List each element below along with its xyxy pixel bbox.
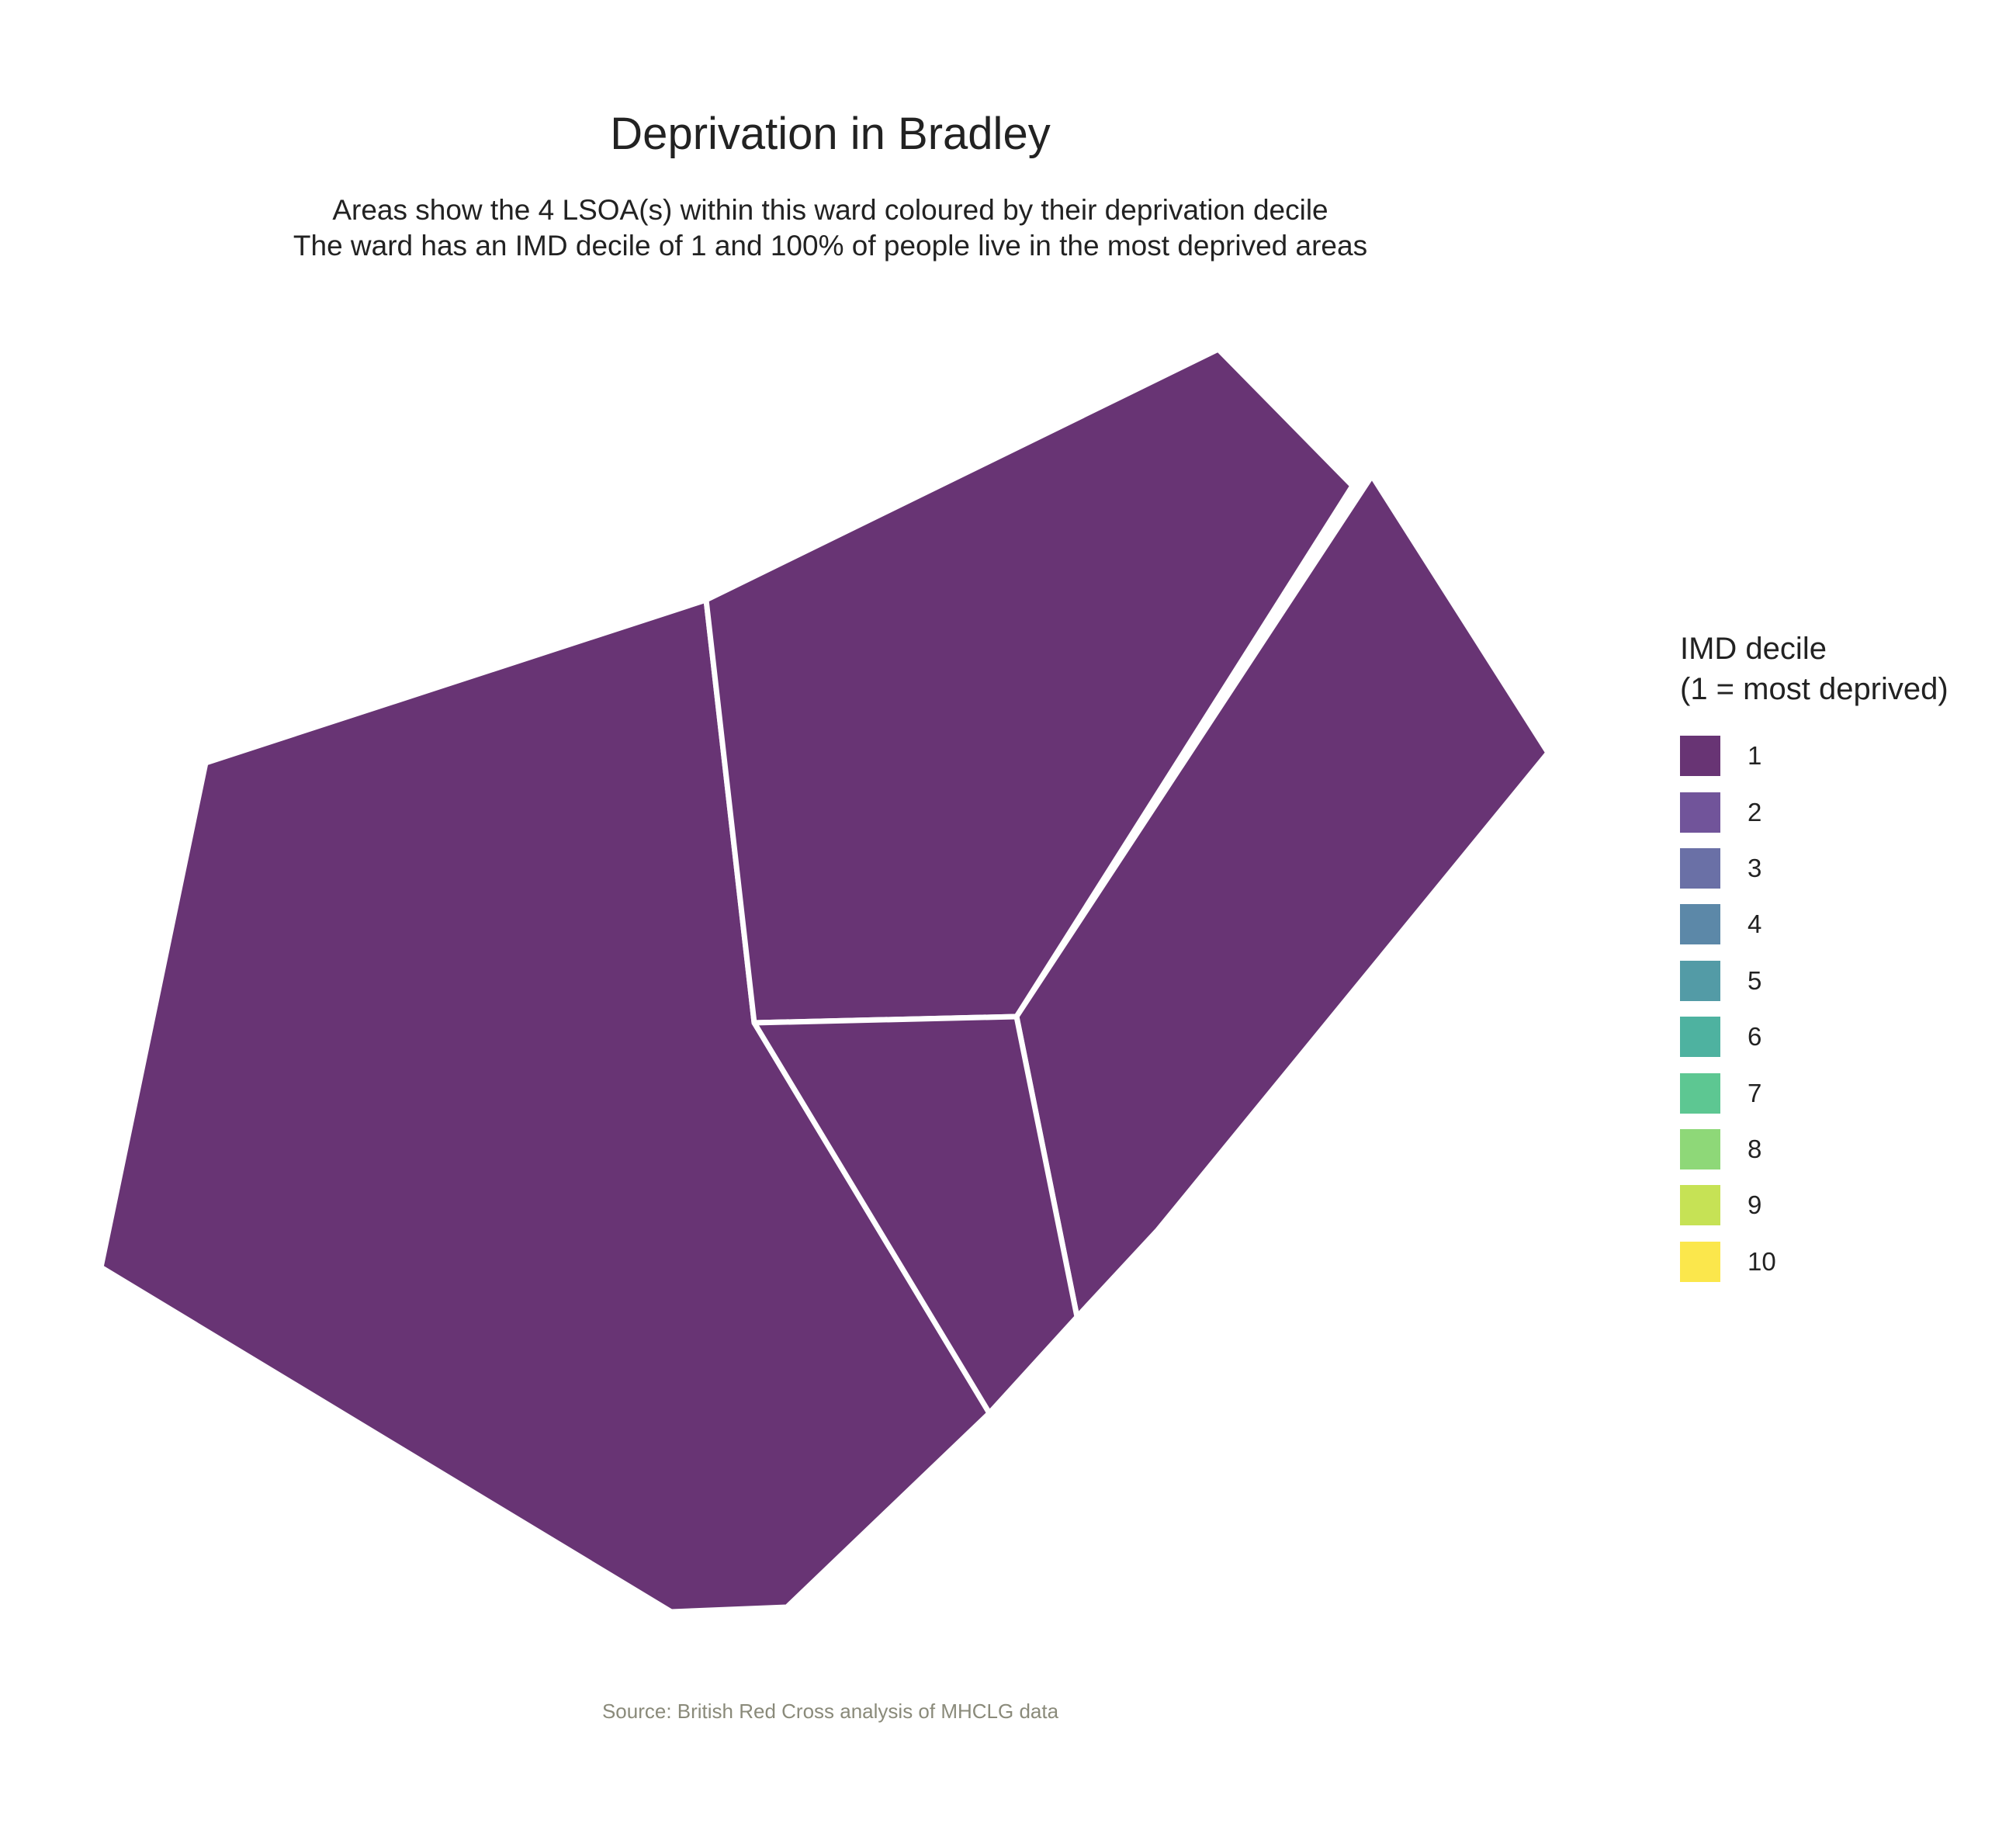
legend-label: 1 — [1748, 741, 1762, 771]
legend-title: IMD decile (1 = most deprived) — [1680, 629, 1948, 709]
legend-swatch — [1680, 736, 1720, 777]
lsoa-area-north — [703, 346, 1356, 1026]
legend-swatch — [1680, 960, 1720, 1001]
legend-label: 10 — [1748, 1246, 1776, 1276]
legend-label: 2 — [1748, 797, 1762, 826]
legend-swatch — [1680, 792, 1720, 833]
legend-label: 3 — [1748, 853, 1762, 882]
legend-title-line-1: IMD decile — [1680, 632, 1827, 666]
legend-swatch — [1680, 1017, 1720, 1058]
legend: IMD decile (1 = most deprived) 1 2 3 4 5 6 7 8 9… — [1680, 629, 1948, 1290]
legend-label: 6 — [1748, 1022, 1762, 1052]
legend-item: 5 — [1680, 953, 1948, 1009]
legend-label: 7 — [1748, 1078, 1762, 1107]
legend-swatch — [1680, 847, 1720, 889]
chart-subtitle: Areas show the 4 LSOA(s) within this war… — [0, 192, 1661, 264]
lsoa-area-east — [1013, 473, 1551, 1320]
legend-swatch — [1680, 1241, 1720, 1282]
legend-item: 10 — [1680, 1234, 1948, 1290]
lsoa-area-center — [751, 1014, 1080, 1416]
chart-title: Deprivation in Bradley — [610, 109, 1051, 159]
legend-label: 9 — [1748, 1190, 1762, 1220]
legend-item: 2 — [1680, 784, 1948, 840]
legend-swatch — [1680, 1128, 1720, 1169]
legend-title-line-2: (1 = most deprived) — [1680, 672, 1948, 706]
legend-label: 5 — [1748, 965, 1762, 995]
legend-swatch — [1680, 1185, 1720, 1226]
legend-item: 8 — [1680, 1121, 1948, 1177]
legend-items: 1 2 3 4 5 6 7 8 9 10 — [1680, 728, 1948, 1290]
subtitle-line-1: Areas show the 4 LSOA(s) within this war… — [332, 194, 1328, 226]
legend-item: 3 — [1680, 840, 1948, 896]
legend-label: 4 — [1748, 910, 1762, 939]
legend-swatch — [1680, 1072, 1720, 1114]
subtitle-line-2: The ward has an IMD decile of 1 and 100%… — [293, 230, 1368, 262]
legend-item: 9 — [1680, 1177, 1948, 1233]
legend-item: 6 — [1680, 1009, 1948, 1065]
legend-item: 1 — [1680, 728, 1948, 784]
legend-item: 4 — [1680, 896, 1948, 952]
legend-swatch — [1680, 904, 1720, 945]
chart-caption: Source: British Red Cross analysis of MH… — [601, 1700, 1059, 1723]
legend-label: 8 — [1748, 1134, 1762, 1163]
legend-item: 7 — [1680, 1065, 1948, 1121]
